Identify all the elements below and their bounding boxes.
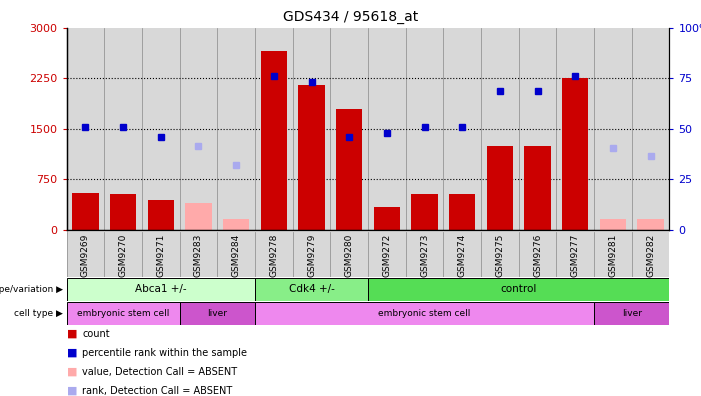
Bar: [486, 145, 513, 230]
Bar: [185, 204, 212, 230]
Bar: [330, 28, 368, 230]
Text: GSM9280: GSM9280: [345, 234, 354, 277]
Text: control: control: [501, 284, 537, 295]
Bar: [481, 28, 519, 230]
Bar: [261, 51, 287, 230]
Text: ■: ■: [67, 386, 77, 396]
Bar: [524, 145, 551, 230]
Text: GSM9278: GSM9278: [269, 234, 278, 277]
Text: ■: ■: [67, 367, 77, 377]
Bar: [179, 302, 255, 325]
Bar: [72, 192, 99, 230]
Text: GSM9269: GSM9269: [81, 234, 90, 277]
Bar: [148, 200, 174, 230]
Bar: [110, 194, 136, 230]
Text: GSM9272: GSM9272: [382, 234, 391, 277]
Bar: [600, 219, 626, 230]
Bar: [632, 28, 669, 230]
Text: GSM9284: GSM9284: [231, 234, 240, 277]
Bar: [217, 28, 255, 230]
Bar: [255, 302, 594, 325]
Bar: [411, 194, 437, 230]
Bar: [67, 278, 255, 301]
Text: ■: ■: [67, 329, 77, 339]
Bar: [179, 28, 217, 230]
Bar: [223, 219, 250, 230]
Text: GSM9274: GSM9274: [458, 234, 467, 277]
Text: GSM9279: GSM9279: [307, 234, 316, 277]
Text: Abca1 +/-: Abca1 +/-: [135, 284, 186, 295]
Text: liver: liver: [622, 309, 642, 318]
Bar: [519, 28, 557, 230]
Text: rank, Detection Call = ABSENT: rank, Detection Call = ABSENT: [82, 386, 232, 396]
Text: Cdk4 +/-: Cdk4 +/-: [289, 284, 334, 295]
Bar: [637, 219, 664, 230]
Bar: [374, 208, 400, 230]
Bar: [299, 85, 325, 230]
Text: embryonic stem cell: embryonic stem cell: [379, 309, 471, 318]
Bar: [67, 28, 104, 230]
Bar: [594, 28, 632, 230]
Bar: [104, 28, 142, 230]
Text: ■: ■: [67, 348, 77, 358]
Bar: [293, 28, 330, 230]
Bar: [368, 28, 406, 230]
Text: embryonic stem cell: embryonic stem cell: [77, 309, 170, 318]
Bar: [255, 28, 293, 230]
Text: genotype/variation ▶: genotype/variation ▶: [0, 285, 63, 294]
Bar: [594, 302, 669, 325]
Text: GSM9275: GSM9275: [496, 234, 505, 277]
Bar: [67, 302, 179, 325]
Text: GSM9276: GSM9276: [533, 234, 542, 277]
Text: liver: liver: [207, 309, 227, 318]
Text: count: count: [82, 329, 109, 339]
Bar: [255, 278, 368, 301]
Text: GSM9273: GSM9273: [420, 234, 429, 277]
Bar: [406, 28, 443, 230]
Text: GDS434 / 95618_at: GDS434 / 95618_at: [283, 10, 418, 24]
Bar: [443, 28, 481, 230]
Bar: [368, 278, 669, 301]
Bar: [336, 109, 362, 230]
Text: value, Detection Call = ABSENT: value, Detection Call = ABSENT: [82, 367, 237, 377]
Text: cell type ▶: cell type ▶: [14, 309, 63, 318]
Text: GSM9281: GSM9281: [608, 234, 618, 277]
Text: GSM9277: GSM9277: [571, 234, 580, 277]
Bar: [449, 194, 475, 230]
Bar: [557, 28, 594, 230]
Bar: [142, 28, 179, 230]
Bar: [562, 78, 588, 230]
Text: GSM9270: GSM9270: [118, 234, 128, 277]
Text: GSM9271: GSM9271: [156, 234, 165, 277]
Text: GSM9282: GSM9282: [646, 234, 655, 277]
Text: GSM9283: GSM9283: [194, 234, 203, 277]
Text: percentile rank within the sample: percentile rank within the sample: [82, 348, 247, 358]
